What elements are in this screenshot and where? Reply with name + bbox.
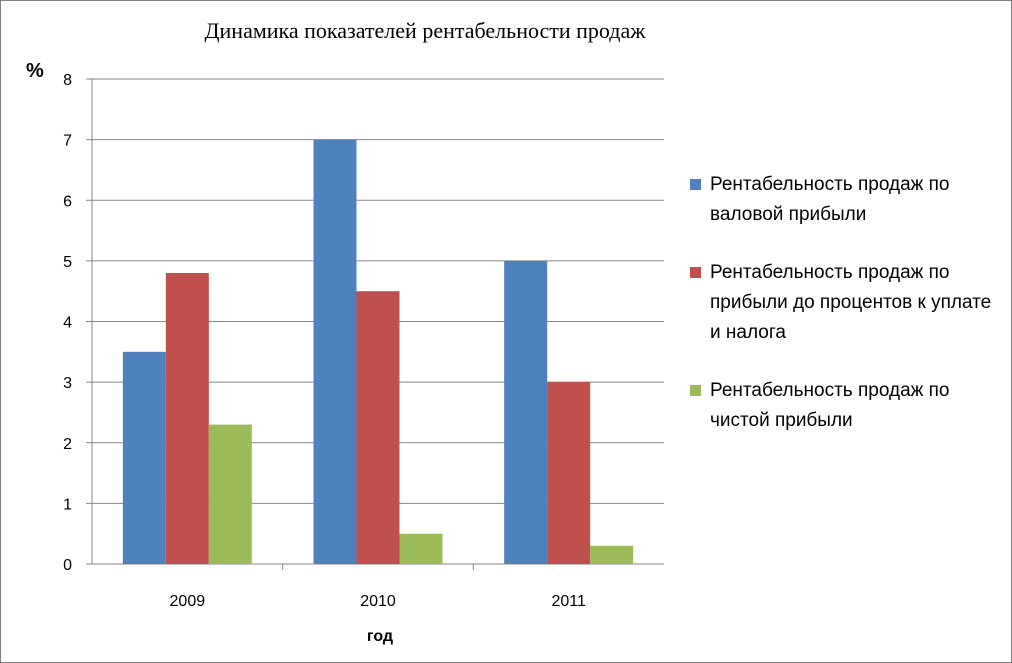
bar-2010-series-1 [356,291,400,564]
legend-item-gross: Рентабельность продаж по валовой прибыли [690,170,1000,230]
y-tick-label-4: 4 [63,315,72,332]
x-tick-label-2009: 2009 [170,593,206,610]
y-tick-label-7: 7 [63,133,72,150]
bar-2009-series-1 [165,273,209,564]
x-tick-label-2010: 2010 [360,593,396,610]
y-axis-label: % [26,60,44,82]
y-tick-label-5: 5 [63,254,72,271]
bar-2009-series-0 [122,351,166,564]
legend-item-ebit: Рентабельность продаж по прибыли до проц… [690,258,1000,348]
legend-label-ebit: Рентабельность продаж по прибыли до проц… [710,262,992,343]
bar-2010-series-0 [313,139,357,564]
legend-swatch-ebit [690,267,701,278]
legend-swatch-gross [690,179,701,190]
y-tick-label-3: 3 [63,375,72,392]
bar-2009-series-2 [208,424,252,564]
y-tick-label-0: 0 [63,557,72,574]
x-axis-label: год [366,628,394,645]
legend: Рентабельность продаж по валовой прибыли… [690,170,1000,464]
legend-item-net: Рентабельность продаж по чистой прибыли [690,376,1000,436]
chart-title: Динамика показателей рентабельности прод… [204,18,646,43]
y-tick-label-6: 6 [63,193,72,210]
legend-swatch-net [690,385,701,396]
bar-2010-series-2 [399,533,443,564]
bar-2011-series-0 [504,260,548,564]
y-tick-label-8: 8 [63,72,72,89]
bar-2011-series-1 [547,382,591,564]
bar-2011-series-2 [590,545,634,564]
x-tick-label-2011: 2011 [551,593,586,610]
y-tick-label-1: 1 [63,496,72,513]
legend-label-net: Рентабельность продаж по чистой прибыли [710,380,950,431]
y-tick-label-2: 2 [63,436,72,453]
legend-label-gross: Рентабельность продаж по валовой прибыли [710,174,950,225]
